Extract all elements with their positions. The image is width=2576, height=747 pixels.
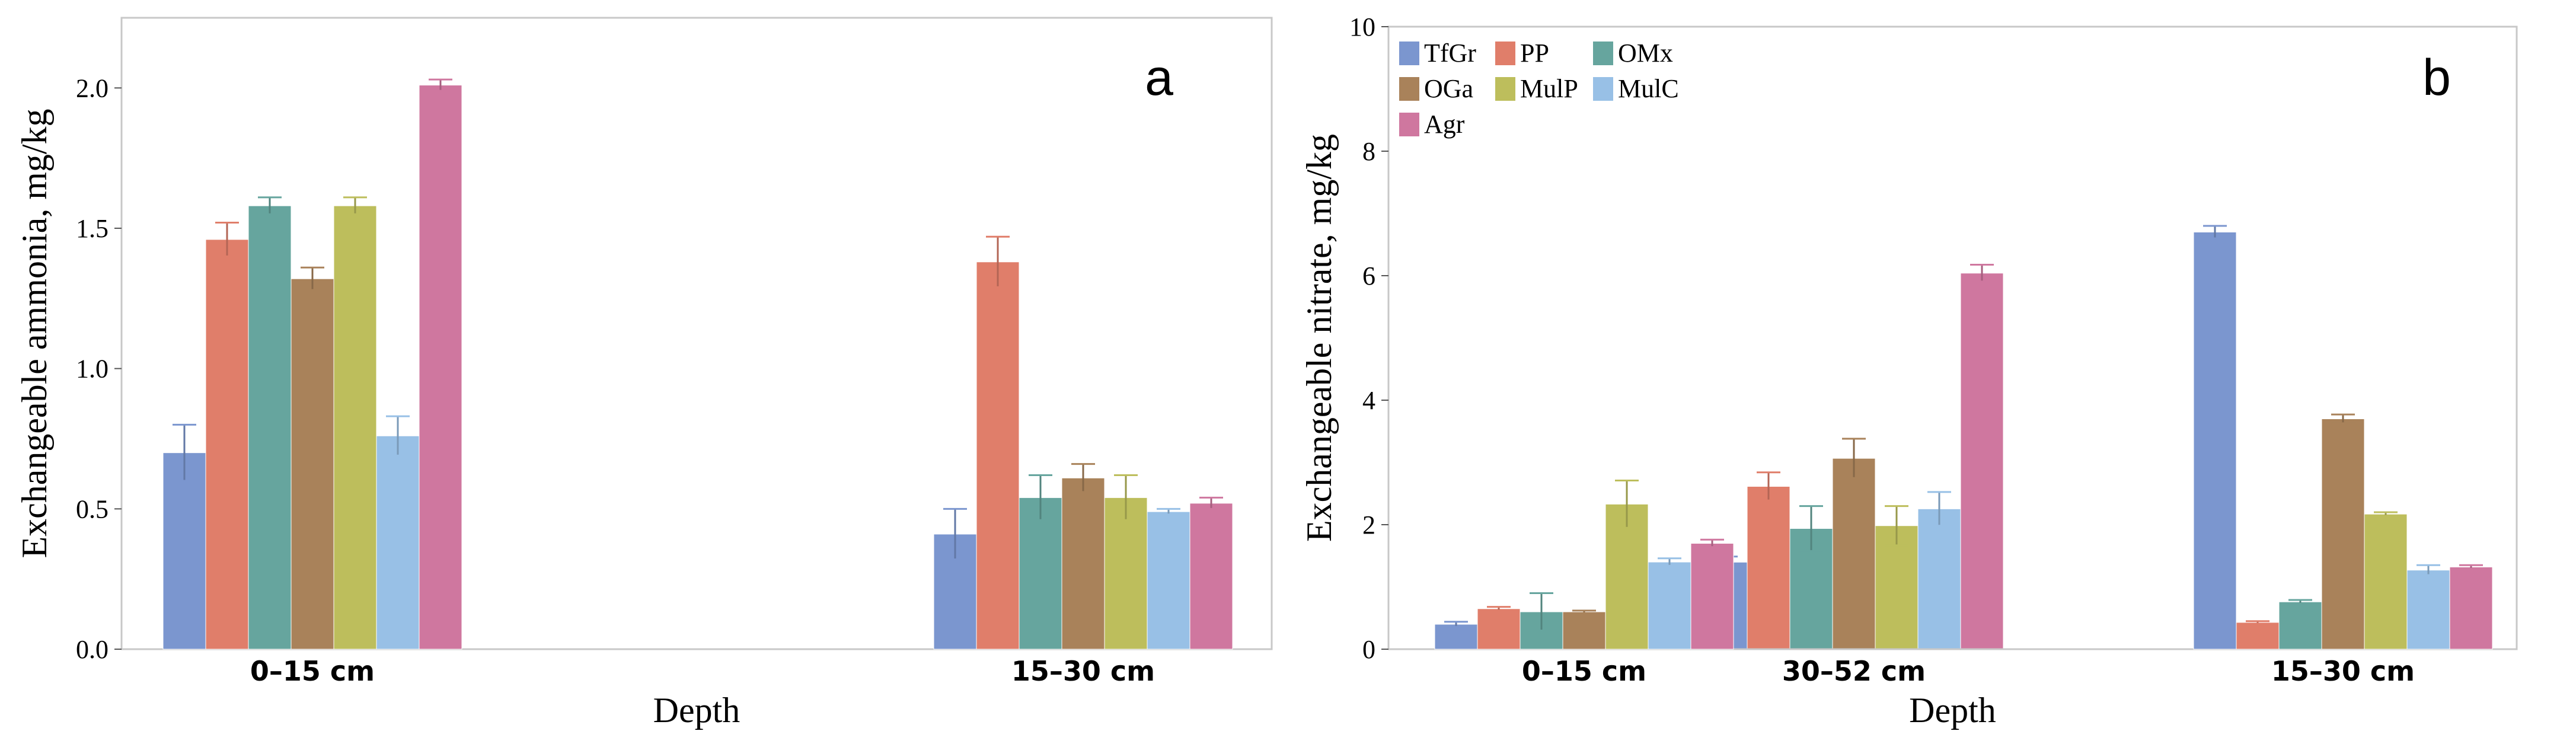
bar-tfgr-1 (1434, 624, 1478, 650)
y-tick-label: 0.0 (76, 635, 108, 664)
legend-swatch-mulp (1495, 77, 1515, 101)
y-axis-label: Exchangeable nitrate, mg/kg (1300, 134, 1339, 542)
y-tick-label: 10 (1349, 12, 1375, 42)
y-axis-label: Exchangeable ammonia, mg/kg (15, 108, 54, 558)
bar-pp-3 (1747, 486, 1790, 650)
legend-swatch-mulc (1593, 77, 1613, 101)
bar-oga-1 (1562, 611, 1606, 650)
y-tick-label: 1.0 (76, 355, 108, 384)
legend-swatch-oga (1399, 77, 1419, 101)
bar-oga-3 (1832, 458, 1876, 650)
bar-pp-2 (2236, 622, 2280, 650)
x-category-label: 30–52 cm (1782, 655, 1926, 687)
bar-oga-2 (2321, 419, 2365, 650)
chart-panel-b: 0 2 4 6 8 10 0–15 cm 15–30 cm 30–52 cm Depth Excha… (1300, 12, 2518, 730)
legend-label-tfgr: TfGr (1424, 39, 1476, 68)
y-tick-label: 6 (1362, 261, 1375, 290)
y-tick-label: 4 (1362, 386, 1375, 415)
bar-oga-1 (291, 278, 334, 650)
y-tick-label: 2.0 (76, 74, 108, 103)
bar-mulp-2 (2364, 513, 2408, 650)
x-axis-label: Depth (1909, 691, 1996, 730)
bar-agr-2 (2449, 566, 2493, 650)
legend-label-omx: OMx (1618, 39, 1673, 68)
bar-mulc-2 (2406, 570, 2450, 650)
bar-agr-2 (1189, 503, 1233, 650)
y-tick-label: 1.5 (76, 214, 108, 243)
plot-frame (1387, 25, 2518, 650)
y-tick-label: 0.5 (76, 494, 108, 523)
plot-frame (120, 17, 1273, 650)
legend-swatch-omx (1593, 42, 1613, 65)
x-category-label: 15–30 cm (2271, 655, 2415, 687)
y-tick-label: 0 (1362, 635, 1375, 664)
bar-pp-2 (976, 261, 1020, 650)
bar-omx-1 (248, 205, 292, 650)
legend-swatch-pp (1495, 42, 1515, 65)
x-category-label: 15–30 cm (1011, 655, 1155, 687)
x-category-label: 0–15 cm (250, 655, 375, 687)
legend-label-mulc: MulC (1618, 74, 1679, 103)
legend-label-pp: PP (1520, 39, 1549, 68)
bar-mulc-1 (376, 435, 420, 650)
legend-label-agr: Agr (1424, 110, 1465, 139)
bar-omx-2 (2278, 601, 2322, 650)
bar-mulc-1 (1648, 561, 1691, 650)
legend: TfGr PP OMx OGa MulP MulC Agr (1399, 39, 1679, 139)
bar-pp-1 (205, 239, 249, 650)
y-tick-label: 8 (1362, 137, 1375, 166)
bar-agr-1 (1690, 543, 1734, 650)
bar-tfgr-1 (162, 452, 206, 650)
legend-label-mulp: MulP (1520, 74, 1578, 103)
bar-mulc-2 (1147, 511, 1190, 650)
bar-mulc-3 (1917, 508, 1961, 650)
bar-tfgr-2 (2193, 232, 2237, 650)
bar-oga-2 (1061, 477, 1105, 650)
x-category-label: 0–15 cm (1522, 655, 1646, 687)
legend-swatch-agr (1399, 113, 1419, 136)
bar-pp-1 (1477, 608, 1521, 650)
chart-panel-a: 0.0 0.5 1.0 1.5 2.0 0–15 cm 15–30 cm 30–52 cm De… (15, 17, 2004, 730)
bar-agr-3 (1960, 273, 2004, 650)
legend-label-oga: OGa (1424, 74, 1473, 103)
bar-mulp-1 (333, 205, 377, 650)
panel-label: a (1145, 49, 1173, 106)
panel-label: b (2422, 49, 2451, 106)
y-tick-label: 2 (1362, 510, 1375, 540)
bar-omx-2 (1019, 497, 1062, 650)
legend-swatch-tfgr (1399, 42, 1419, 65)
bar-agr-1 (419, 85, 462, 650)
x-axis-label: Depth (653, 691, 740, 730)
bar-mulp-2 (1104, 497, 1148, 650)
